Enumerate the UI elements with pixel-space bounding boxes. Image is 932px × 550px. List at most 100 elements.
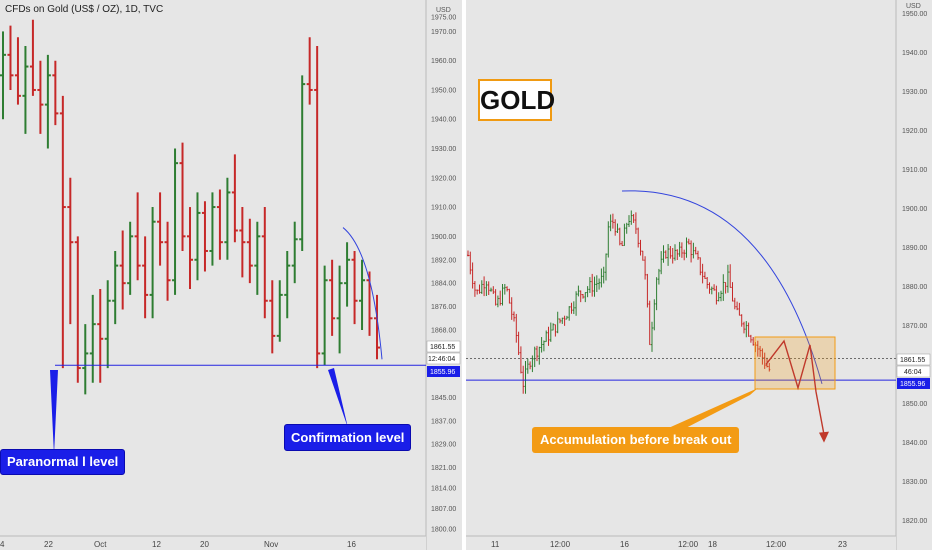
ohlc-bar [639, 239, 642, 256]
ohlc-bar [720, 290, 722, 302]
ohlc-bar [499, 290, 502, 306]
right-y-tick-label: 1880.00 [902, 284, 927, 291]
ohlc-bar [37, 60, 44, 134]
ohlc-bar [768, 362, 771, 372]
left-x-tick-label: Nov [264, 540, 278, 549]
ohlc-bar [671, 248, 674, 264]
ohlc-bar [506, 286, 509, 292]
left-y-tick-label: 1845.00 [431, 395, 456, 402]
ohlc-bar [0, 31, 6, 120]
ohlc-bar [736, 301, 739, 311]
ohlc-bar [510, 297, 513, 320]
ohlc-bar [637, 227, 640, 248]
ohlc-bar [676, 249, 679, 260]
right-y-tick-label: 1830.00 [902, 479, 927, 486]
ohlc-bar [374, 294, 380, 360]
right-time-axis [466, 536, 896, 550]
ohlc-bar [607, 221, 610, 258]
ohlc-bar [209, 192, 216, 266]
right-y-tick-label: 1850.00 [902, 401, 927, 408]
left-chart-svg[interactable]: USD 1975.001970.001960.001950.001940.001… [0, 0, 462, 550]
ohlc-bar [471, 262, 474, 289]
left-curve-line[interactable] [342, 227, 383, 360]
accumulation-zone-box[interactable] [754, 336, 836, 390]
ohlc-bar [738, 302, 741, 316]
ohlc-bar [660, 251, 663, 275]
ohlc-bar [556, 311, 559, 334]
right-x-tick-label: 23 [838, 540, 847, 549]
ohlc-bar [602, 266, 605, 284]
ohlc-bar [44, 54, 51, 149]
ohlc-bar [487, 281, 490, 296]
ohlc-bar [701, 263, 704, 284]
ohlc-bar [699, 257, 702, 276]
ohlc-bar [29, 19, 36, 96]
ohlc-bar [134, 192, 141, 281]
right-y-tick-label: 1940.00 [902, 50, 927, 57]
ohlc-bar [733, 297, 736, 310]
paranormal-level-callout[interactable]: Paranormal l level [0, 449, 126, 475]
ohlc-bar [611, 213, 614, 229]
ohlc-bar [224, 177, 231, 260]
ohlc-bar [600, 268, 603, 288]
left-chart-panel[interactable]: USD 1975.00 1970.00 1960.00 1950.00 1940.00 1… [0, 0, 462, 550]
ohlc-bar [517, 331, 520, 356]
accumulation-callout[interactable]: Accumulation before break out [532, 427, 740, 453]
ohlc-bar [194, 192, 201, 281]
ohlc-bar [359, 259, 366, 331]
ohlc-bar [651, 321, 653, 352]
ohlc-bar [67, 177, 74, 325]
ohlc-bar [722, 274, 725, 301]
ohlc-bar [231, 154, 238, 243]
ohlc-bar [655, 277, 658, 311]
ohlc-bar [706, 277, 709, 289]
ohlc-bar [344, 242, 351, 307]
ohlc-bar [542, 340, 545, 352]
ohlc-bar [494, 289, 497, 306]
svg-text:1855.96: 1855.96 [900, 381, 925, 388]
ohlc-bar [731, 282, 734, 302]
ohlc-bar [568, 306, 571, 321]
ohlc-bar [713, 284, 716, 291]
confirmation-level-callout[interactable]: Confirmation level [284, 424, 412, 451]
left-y-tick-label: 1800.00 [431, 527, 456, 534]
right-chart-panel[interactable]: USD 1950.00 1940.00 1930.00 1920.00 1910.00 1… [466, 0, 932, 550]
left-y-tick-label: 1920.00 [431, 175, 456, 182]
ohlc-bar [591, 273, 594, 297]
right-curve-line[interactable] [621, 190, 823, 385]
ohlc-bar [336, 265, 343, 354]
right-y-ticks: 1950.00 1940.00 1930.00 1920.00 1910.00 1900.… [902, 11, 927, 525]
ohlc-bar [531, 355, 534, 373]
breakdown-arrow-icon [819, 431, 829, 443]
ohlc-bar [623, 223, 626, 247]
left-currency-label: USD [436, 7, 451, 14]
ohlc-bar [164, 221, 171, 301]
left-x-tick-label: 20 [200, 540, 209, 549]
left-x-tick-label: Oct [94, 540, 107, 549]
ohlc-bar [142, 236, 149, 319]
right-ohlc-series [467, 210, 771, 394]
ohlc-bar [616, 223, 619, 234]
symbol-header: CFDs on Gold (US$ / OZ), 1D, TVC [5, 4, 164, 15]
ohlc-bar [485, 281, 488, 296]
ohlc-bar [554, 324, 557, 337]
ohlc-bar [112, 250, 119, 325]
right-x-tick-label: 16 [620, 540, 629, 549]
ohlc-bar [127, 221, 134, 295]
ohlc-bar [749, 334, 752, 343]
ohlc-bar [269, 280, 276, 354]
right-price-axis [896, 0, 932, 550]
ohlc-bar [201, 201, 208, 272]
ohlc-bar [575, 291, 578, 316]
ohlc-bar [628, 215, 630, 227]
ohlc-bar [329, 259, 336, 336]
left-y-tick-label: 1868.00 [431, 328, 456, 335]
ohlc-bar [572, 301, 575, 315]
ohlc-bar [618, 227, 621, 246]
ohlc-bar [559, 318, 561, 324]
ohlc-bar [662, 245, 665, 263]
ohlc-bar [526, 358, 529, 374]
ohlc-bar [476, 289, 479, 295]
projected-zigzag-path[interactable] [765, 339, 825, 435]
ohlc-bar [501, 284, 504, 306]
